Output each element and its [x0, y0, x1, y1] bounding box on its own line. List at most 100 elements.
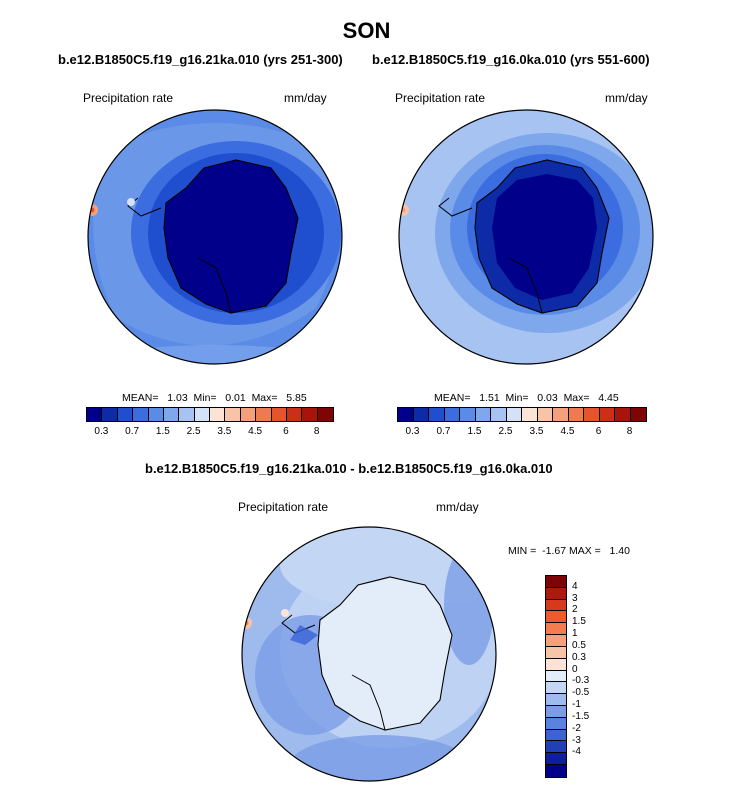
colorbar-tick-label: 4: [572, 580, 578, 592]
colorbar-panel1: [86, 407, 334, 422]
colorbar-cell: [546, 576, 566, 588]
colorbar-tick-label: 3.5: [529, 426, 544, 437]
colorbar-cell: [117, 408, 134, 421]
colorbar-tick-label: 0: [572, 663, 578, 675]
colorbar-cell: [546, 646, 566, 659]
colorbar-cell: [599, 408, 615, 421]
colorbar-tick-label: 2.5: [186, 426, 201, 437]
colorbar-cell: [148, 408, 164, 421]
colorbar-tick-label: 1.5: [155, 426, 170, 437]
colorbar-tick-label: 8: [313, 426, 320, 437]
panel1-subtitle: b.e12.B1850C5.f19_g16.21ka.010 (yrs 251-…: [58, 52, 343, 67]
colorbar-tick-label: 4.5: [248, 426, 263, 437]
colorbar-cell: [546, 623, 566, 636]
colorbar-cell: [546, 670, 566, 683]
colorbar-tick-label: 1.5: [467, 426, 482, 437]
colorbar-tick-label: -1.5: [572, 710, 590, 722]
colorbar-cell: [546, 694, 566, 706]
panel1-stats: MEAN= 1.03 Min= 0.01 Max= 5.85: [122, 392, 307, 404]
diff-subtitle: b.e12.B1850C5.f19_g16.21ka.010 - b.e12.B…: [145, 461, 553, 476]
colorbar-tick-label: 3: [572, 592, 578, 604]
colorbar-tick-label: 4.5: [560, 426, 575, 437]
colorbar-cell: [546, 587, 566, 600]
panel1-variable-label: Precipitation rate: [83, 91, 174, 105]
colorbar-cell: [568, 408, 584, 421]
colorbar-tick-label: 3.5: [217, 426, 232, 437]
colorbar-cell: [553, 408, 569, 421]
map3-antarctica-ice: [318, 577, 452, 730]
colorbar-cell: [506, 408, 522, 421]
colorbar-cell: [546, 705, 566, 718]
colorbar-cell: [87, 408, 103, 421]
colorbar-tick-label: -1: [572, 699, 581, 711]
colorbar-cell: [302, 408, 318, 421]
colorbar-cell: [546, 599, 566, 612]
colorbar-cell: [286, 408, 303, 421]
colorbar-cell: [240, 408, 257, 421]
colorbar-cell: [615, 408, 631, 421]
colorbar-tick-label: 6: [595, 426, 602, 437]
colorbar-tick-label: 0.7: [436, 426, 451, 437]
diff-units-label: mm/day: [436, 500, 479, 514]
colorbar-tick-label: 2.5: [498, 426, 513, 437]
colorbar-cell: [546, 729, 566, 742]
map1-antarctica-ice: [164, 160, 298, 313]
colorbar-tick-label: 0.3: [572, 651, 586, 663]
colorbar-cell: [271, 408, 287, 421]
colorbar-cell: [546, 658, 566, 671]
colorbar-difference: [545, 575, 567, 778]
panel2-units-label: mm/day: [605, 91, 648, 105]
colorbar-cell: [256, 408, 272, 421]
colorbar-cell: [460, 408, 476, 421]
colorbar-tick-label: 1.5: [572, 616, 586, 628]
colorbar-tick-label: -4: [572, 746, 581, 758]
colorbar-cell: [179, 408, 195, 421]
colorbar-tick-label: 1: [572, 628, 578, 640]
colorbar-tick-label: 6: [283, 426, 289, 437]
colorbar-tick-label: -0.5: [572, 687, 590, 699]
colorbar-tick-label: 0.5: [572, 639, 586, 651]
diff-stats: MIN = -1.67 MAX = 1.40: [508, 545, 630, 557]
colorbar-cell: [225, 408, 241, 421]
panel1-units-label: mm/day: [284, 91, 327, 105]
colorbar-cell: [546, 753, 566, 765]
colorbar-tick-label: 0.3: [94, 426, 109, 437]
colorbar-cell: [413, 408, 429, 421]
colorbar-cell: [522, 408, 538, 421]
colorbar-cell: [537, 408, 553, 421]
colorbar-tick-label: 0.3: [405, 426, 420, 437]
colorbar-cell: [546, 635, 566, 647]
colorbar-tick-label: -0.3: [572, 675, 590, 687]
diff-variable-label: Precipitation rate: [238, 500, 329, 514]
colorbar-cell: [102, 408, 118, 421]
colorbar-panel2: [397, 407, 647, 422]
colorbar-cell: [584, 408, 600, 421]
map-panel2: [398, 109, 654, 365]
colorbar-cell: [444, 408, 460, 421]
colorbar-tick-label: -3: [572, 734, 581, 746]
colorbar-tick-label: 2: [572, 604, 578, 616]
panel2-variable-label: Precipitation rate: [395, 91, 486, 105]
map-difference: [241, 526, 497, 782]
colorbar-cell: [546, 717, 566, 730]
colorbar-tick-label: 0.7: [125, 426, 140, 437]
colorbar-cell: [210, 408, 226, 421]
colorbar-cell: [546, 765, 566, 777]
main-title: SON: [342, 18, 391, 43]
colorbar-cell: [475, 408, 491, 421]
colorbar-cell: [546, 611, 566, 624]
colorbar-cell: [398, 408, 414, 421]
colorbar-cell: [194, 408, 210, 421]
colorbar-cell: [491, 408, 507, 421]
colorbar-cell: [546, 741, 566, 754]
panel2-subtitle: b.e12.B1850C5.f19_g16.0ka.010 (yrs 551-6…: [372, 52, 650, 67]
colorbar-cell: [429, 408, 445, 421]
colorbar-cell: [630, 408, 646, 421]
colorbar-cell: [133, 408, 149, 421]
panel2-stats: MEAN= 1.51 Min= 0.03 Max= 4.45: [434, 392, 619, 404]
colorbar-cell: [546, 682, 566, 695]
colorbar-cell: [317, 408, 333, 421]
colorbar-tick-label: -2: [572, 722, 581, 734]
colorbar-tick-label: 8: [626, 426, 633, 437]
colorbar-cell: [163, 408, 180, 421]
